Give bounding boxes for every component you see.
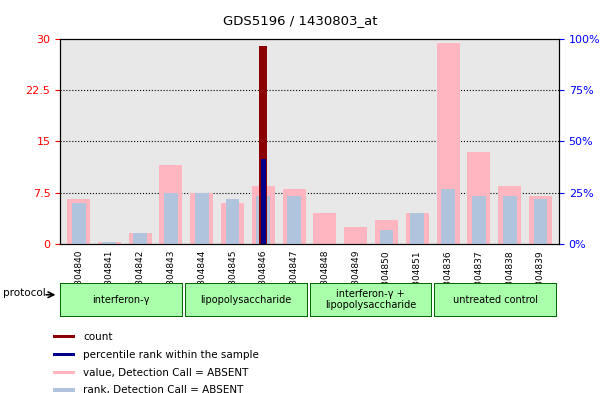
Bar [441,189,455,244]
Bar [164,193,178,244]
Bar [313,213,337,244]
Bar [261,158,266,244]
Bar [410,213,424,244]
Bar [534,199,548,244]
Bar [529,196,552,244]
Text: count: count [83,332,113,342]
Bar [498,186,521,244]
Bar [67,199,90,244]
FancyBboxPatch shape [53,388,75,392]
Bar [287,196,301,244]
FancyBboxPatch shape [53,353,75,356]
Bar [221,203,244,244]
Bar [380,230,394,244]
Text: percentile rank within the sample: percentile rank within the sample [83,350,259,360]
Bar [406,213,429,244]
Bar [260,46,267,244]
Bar [102,242,117,244]
Text: rank, Detection Call = ABSENT: rank, Detection Call = ABSENT [83,385,243,393]
Bar [472,196,486,244]
Bar [98,242,121,244]
Text: lipopolysaccharide: lipopolysaccharide [200,295,291,305]
Bar [133,233,147,244]
Bar [129,233,151,244]
Bar [195,193,209,244]
Bar [436,43,460,244]
Bar [225,199,239,244]
Text: GDS5196 / 1430803_at: GDS5196 / 1430803_at [223,14,378,27]
Text: interferon-γ +
lipopolysaccharide: interferon-γ + lipopolysaccharide [325,289,416,310]
Bar [282,189,306,244]
FancyBboxPatch shape [53,371,75,374]
Bar [190,193,213,244]
Bar [159,165,183,244]
Bar [502,196,517,244]
Bar [375,220,398,244]
Text: interferon-γ: interferon-γ [92,295,150,305]
Text: untreated control: untreated control [453,295,537,305]
Text: value, Detection Call = ABSENT: value, Detection Call = ABSENT [83,368,249,378]
FancyBboxPatch shape [53,335,75,338]
Bar [344,227,367,244]
Text: protocol: protocol [3,288,46,298]
Bar [468,152,490,244]
Bar [257,196,270,244]
Bar [252,186,275,244]
Bar [72,203,85,244]
